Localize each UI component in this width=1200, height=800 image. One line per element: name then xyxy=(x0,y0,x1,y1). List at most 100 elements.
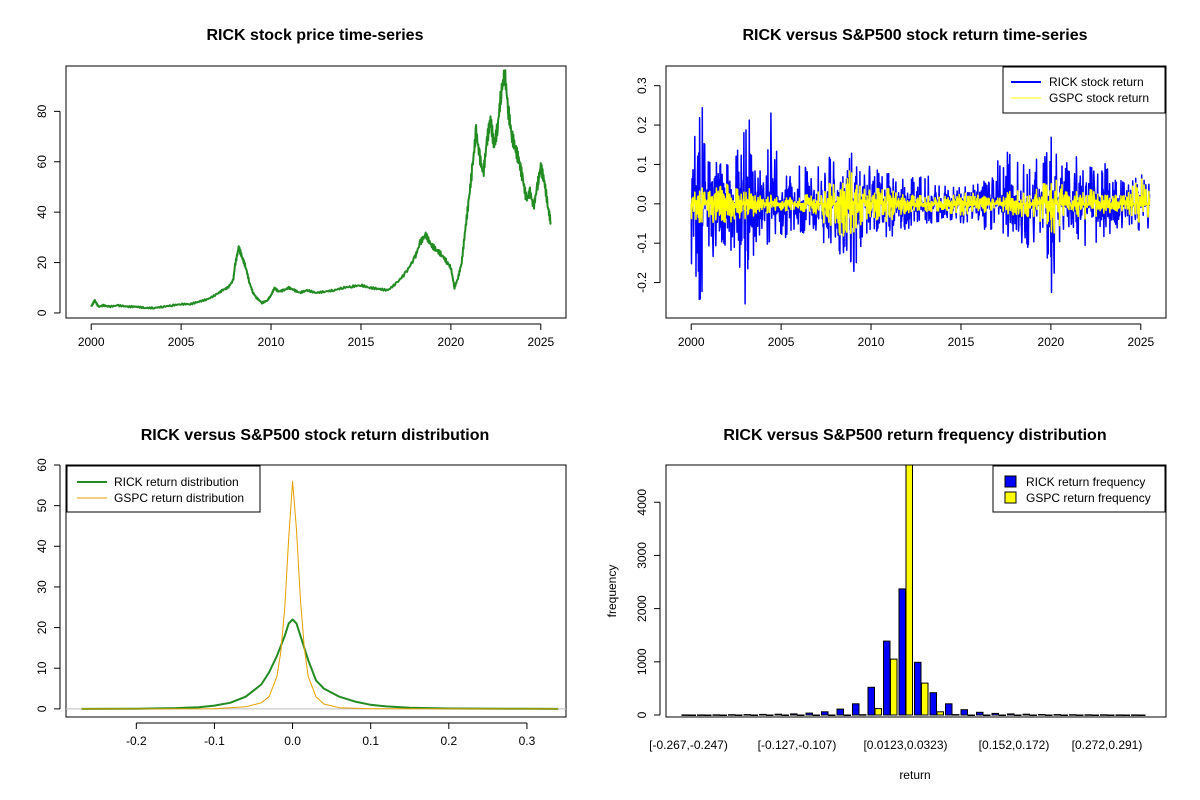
legend-label-gspc-frequency: GSPC return frequency xyxy=(1026,491,1151,505)
bar-gspc-frequency xyxy=(1122,714,1130,716)
bar-rick-frequency xyxy=(1100,714,1108,716)
x-tick-label: 2020 xyxy=(438,335,465,349)
x-tick-label: 2015 xyxy=(348,335,375,349)
series-line-rick-price xyxy=(90,69,552,310)
bar-gspc-frequency xyxy=(1091,714,1099,716)
x-tick-label: 2010 xyxy=(858,335,885,349)
x-tick-label: 2010 xyxy=(258,335,285,349)
x-tick-label: 2000 xyxy=(78,335,105,349)
y-tick-label: 10 xyxy=(35,661,49,675)
bar-gspc-frequency xyxy=(936,711,944,716)
legend-swatch-rick-frequency xyxy=(1004,475,1017,488)
bar-rick-frequency xyxy=(976,711,984,716)
legend-label-rick-return: RICK stock return xyxy=(1049,75,1144,89)
x-tick-label: [-0.267,-0.247) xyxy=(649,738,728,752)
y-tick-label: 3000 xyxy=(635,542,649,569)
bar-gspc-frequency xyxy=(1029,714,1037,716)
y-tick-label: 0.1 xyxy=(635,156,649,173)
x-tick-label: 2025 xyxy=(527,335,554,349)
panel-return-timeseries: RICK versus S&P500 stock return time-ser… xyxy=(635,27,1167,349)
x-tick-label: -0.1 xyxy=(204,734,225,748)
x-tick-label: 0.1 xyxy=(362,734,379,748)
bar-rick-frequency xyxy=(743,714,751,716)
chart-title: RICK versus S&P500 return frequency dist… xyxy=(723,427,1106,444)
x-tick-label: 0.3 xyxy=(519,734,536,748)
legend-box xyxy=(1002,66,1166,114)
bar-rick-frequency xyxy=(836,708,844,716)
bar-rick-frequency xyxy=(821,711,829,716)
bar-rick-frequency xyxy=(945,703,953,716)
series-line-gspc-return xyxy=(690,170,1151,237)
y-tick-label: 1000 xyxy=(635,648,649,675)
y-tick-label: 30 xyxy=(35,580,49,594)
bar-rick-frequency xyxy=(805,712,813,716)
bar-rick-frequency xyxy=(1022,713,1030,716)
bar-gspc-frequency xyxy=(1138,714,1146,716)
x-tick-label: -0.2 xyxy=(126,734,147,748)
plot-frame xyxy=(65,464,567,718)
series-line-rick-distribution xyxy=(81,618,559,710)
bar-rick-frequency xyxy=(1069,714,1077,716)
bar-rick-frequency xyxy=(1084,714,1092,716)
bar-rick-frequency xyxy=(914,661,922,716)
bar-rick-frequency xyxy=(867,686,875,716)
bar-gspc-frequency xyxy=(1045,714,1053,716)
y-tick-label: 20 xyxy=(35,256,49,270)
legend-label-rick-frequency: RICK return frequency xyxy=(1026,475,1145,489)
bar-rick-frequency xyxy=(1131,714,1139,716)
x-tick-label: 2005 xyxy=(168,335,195,349)
legend: RICK stock return GSPC stock return xyxy=(1002,66,1166,114)
legend: RICK return distribution GSPC return dis… xyxy=(66,465,261,513)
y-tick-label: 0.3 xyxy=(635,77,649,94)
y-tick-label: 50 xyxy=(35,499,49,513)
bar-gspc-frequency xyxy=(952,714,960,716)
bar-gspc-frequency xyxy=(1060,714,1068,716)
y-tick-label: 0 xyxy=(635,711,649,718)
bar-rick-frequency xyxy=(759,713,767,716)
legend-label-gspc-return: GSPC stock return xyxy=(1049,91,1149,105)
bar-rick-frequency xyxy=(898,588,906,716)
bar-rick-frequency xyxy=(852,703,860,716)
bar-gspc-frequency xyxy=(921,682,929,716)
chart-title: RICK versus S&P500 stock return time-ser… xyxy=(742,27,1087,44)
plot-frame xyxy=(65,65,567,319)
bar-rick-frequency xyxy=(1007,713,1015,716)
bar-gspc-frequency xyxy=(797,714,805,716)
bar-gspc-frequency xyxy=(750,714,758,716)
y-tick-label: 0 xyxy=(35,705,49,712)
x-tick-label: 2015 xyxy=(948,335,975,349)
y-tick-label: 80 xyxy=(35,104,49,118)
bar-gspc-frequency xyxy=(998,714,1006,716)
y-tick-label: 2000 xyxy=(635,595,649,622)
bar-rick-frequency xyxy=(681,714,689,716)
bar-gspc-frequency xyxy=(828,714,836,716)
chart-title: RICK versus S&P500 stock return distribu… xyxy=(141,427,490,444)
bar-gspc-frequency xyxy=(967,714,975,716)
legend: RICK return frequency GSPC return freque… xyxy=(992,465,1166,513)
bar-gspc-frequency xyxy=(735,714,743,716)
bar-gspc-frequency xyxy=(781,714,789,716)
bar-gspc-frequency xyxy=(1076,714,1084,716)
bar-gspc-frequency xyxy=(766,714,774,716)
y-tick-label: 0.0 xyxy=(635,195,649,212)
panel-return-distribution: RICK versus S&P500 stock return distribu… xyxy=(35,427,567,748)
bar-rick-frequency xyxy=(790,713,798,716)
y-tick-label: -0.1 xyxy=(635,233,649,254)
x-tick-label: 2000 xyxy=(678,335,705,349)
y-tick-label: 40 xyxy=(35,539,49,553)
bar-rick-frequency xyxy=(960,709,968,716)
x-tick-label: 2020 xyxy=(1038,335,1065,349)
panel-frequency-histogram: RICK versus S&P500 return frequency dist… xyxy=(605,427,1167,782)
bar-gspc-frequency xyxy=(719,714,727,716)
panel-price-timeseries: RICK stock price time-series 2000 2005 201… xyxy=(35,27,567,349)
x-tick-label: [0.272,0.291) xyxy=(1072,738,1143,752)
bar-rick-frequency xyxy=(883,640,891,716)
series-line-rick-return xyxy=(690,107,1151,305)
bar-gspc-frequency xyxy=(983,714,991,716)
legend-label-rick-distribution: RICK return distribution xyxy=(114,475,239,489)
legend-box xyxy=(66,465,261,513)
bar-gspc-frequency xyxy=(843,714,851,716)
y-tick-label: 0 xyxy=(35,309,49,316)
